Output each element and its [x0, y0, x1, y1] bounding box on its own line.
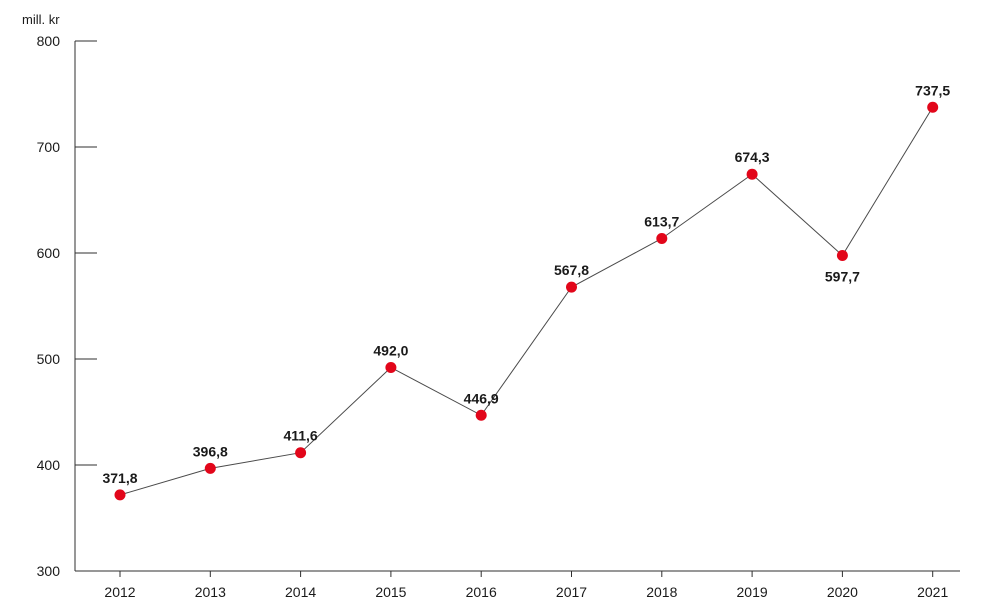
x-tick-label: 2015 — [375, 584, 406, 600]
data-label: 597,7 — [825, 268, 860, 284]
x-tick-label: 2018 — [646, 584, 677, 600]
x-tick-label: 2017 — [556, 584, 587, 600]
data-point — [114, 489, 126, 501]
data-point — [746, 168, 758, 180]
x-tick-label: 2016 — [466, 584, 497, 600]
x-axis: 2012 2013 2014 2015 2016 2017 2018 2019 2020 2021 — [75, 570, 960, 600]
data-point — [656, 232, 668, 244]
data-point — [566, 281, 577, 293]
data-point — [204, 462, 216, 474]
data-label: 371,8 — [102, 470, 137, 486]
data-label: 567,8 — [554, 262, 589, 278]
data-label: 411,6 — [283, 428, 317, 444]
x-tick-label: 2020 — [827, 584, 858, 600]
series-revenue — [114, 101, 939, 501]
data-point — [927, 101, 939, 113]
y-tick-label: 400 — [37, 457, 61, 473]
y-tick-label: 800 — [37, 33, 61, 49]
y-tick-label: 600 — [37, 245, 61, 261]
x-tick-label: 2014 — [285, 584, 316, 600]
y-axis-unit-label: mill. kr — [22, 12, 60, 27]
data-point — [475, 409, 487, 421]
x-tick-label: 2019 — [737, 584, 768, 600]
data-label: 396,8 — [193, 443, 228, 459]
x-tick-label: 2021 — [917, 584, 948, 600]
data-label: 446,9 — [464, 390, 499, 406]
data-labels: 371,8 396,8 411,6 492,0 446,9 567,8 613,7 674,3… — [102, 82, 950, 486]
y-axis: 300 400 500 600 700 800 — [37, 33, 97, 579]
data-label: 492,0 — [373, 342, 408, 358]
y-tick-label: 700 — [37, 139, 61, 155]
y-tick-label: 300 — [37, 563, 61, 579]
x-tick-label: 2013 — [195, 584, 226, 600]
x-tick-label: 2012 — [104, 584, 135, 600]
data-point — [385, 361, 397, 373]
series-line — [119, 106, 934, 496]
data-point — [836, 249, 848, 261]
data-label: 674,3 — [735, 149, 770, 165]
y-tick-label: 500 — [37, 351, 61, 367]
data-label: 613,7 — [644, 213, 679, 229]
data-label: 737,5 — [915, 82, 950, 98]
data-point — [295, 447, 307, 459]
